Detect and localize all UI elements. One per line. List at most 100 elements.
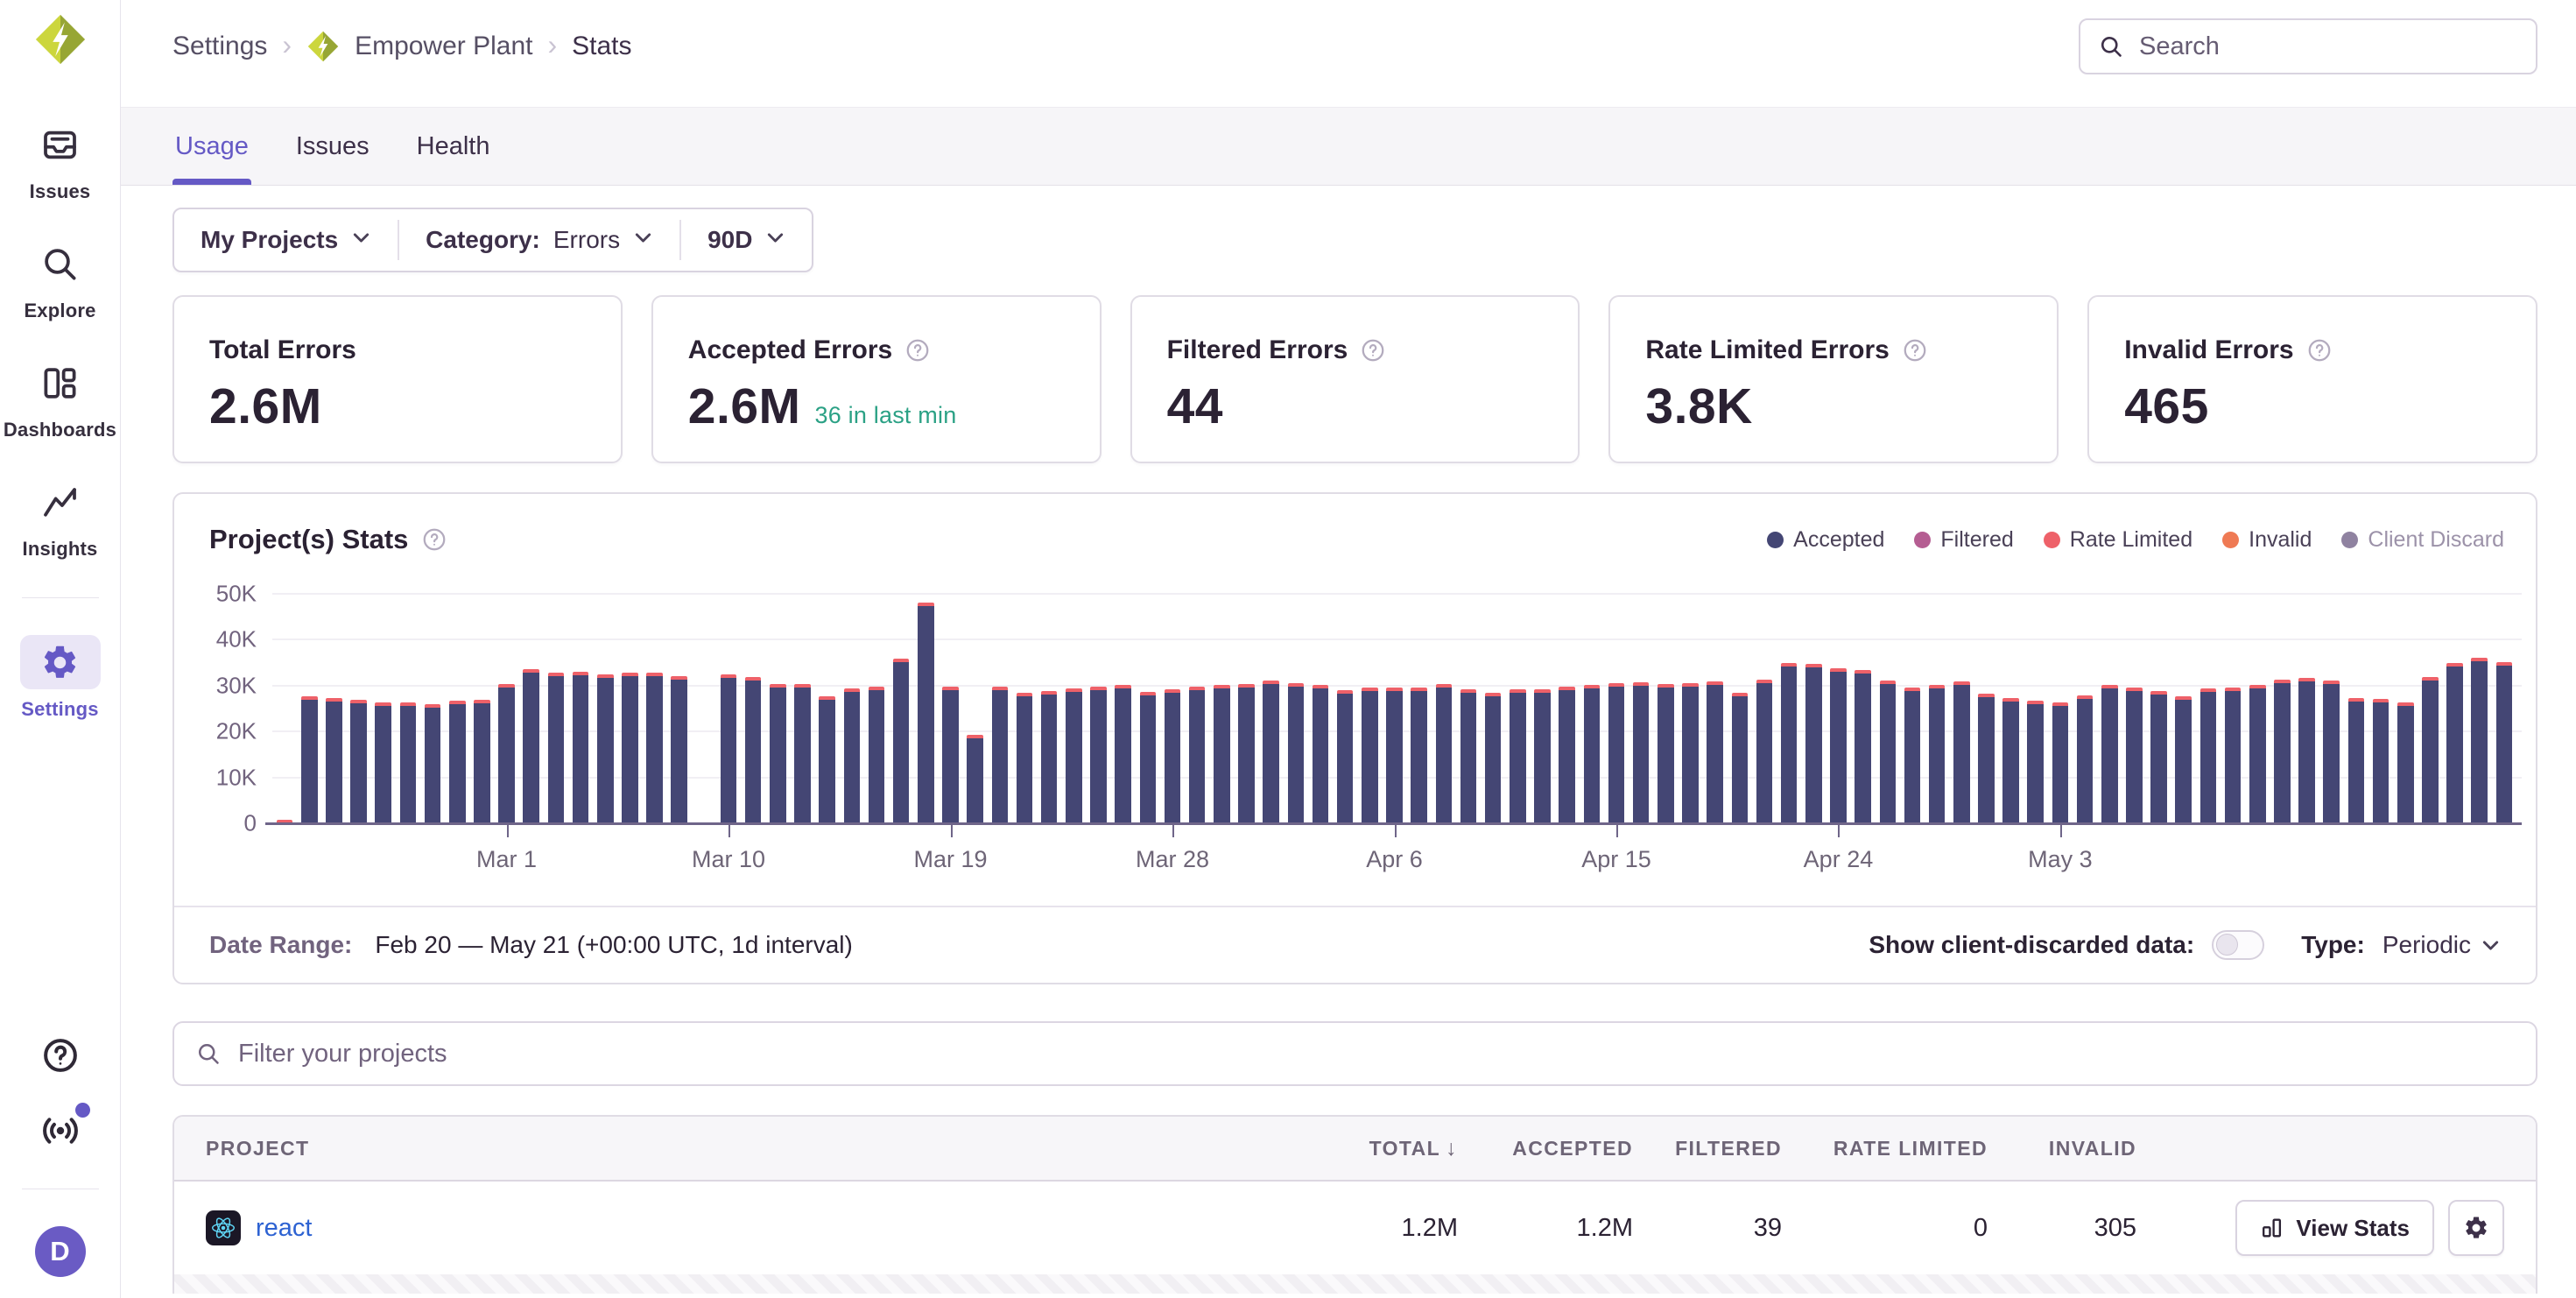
chart-bar [745, 677, 762, 823]
column-header-invalid[interactable]: Invalid [1988, 1137, 2136, 1160]
score-card-invalid-errors: Invalid Errors465 [2087, 295, 2537, 463]
project-filter[interactable] [172, 1021, 2537, 1086]
column-header-total[interactable]: Total↓ [1239, 1136, 1458, 1161]
question-circle-icon[interactable] [904, 337, 931, 363]
bar-segment-accepted [2298, 681, 2315, 823]
bar-segment-accepted [326, 702, 342, 823]
legend-item-filtered[interactable]: Filtered [1914, 527, 2013, 553]
bar-segment-accepted [375, 706, 391, 823]
score-cards: Total Errors2.6MAccepted Errors2.6M36 in… [172, 295, 2537, 463]
legend-dot-icon [1914, 532, 1931, 548]
bar-segment-accepted [2077, 699, 2094, 823]
column-header-project[interactable]: Project [206, 1137, 1239, 1160]
chart-bar [1041, 691, 1058, 823]
chart-bar [2298, 678, 2315, 823]
tab-issues[interactable]: Issues [293, 108, 372, 185]
project-filter-input[interactable] [236, 1039, 2515, 1069]
question-circle-icon[interactable] [421, 526, 447, 553]
card-value: 3.8K [1645, 377, 2022, 435]
legend-item-client-discard[interactable]: Client Discard [2341, 527, 2504, 553]
chart-bar [1436, 684, 1453, 823]
chart-bar [1313, 685, 1329, 823]
x-axis-label: Apr 15 [1581, 846, 1651, 873]
bar-segment-accepted [1510, 693, 1526, 823]
bar-segment-accepted [745, 681, 762, 823]
chart-bar [622, 673, 638, 823]
chart-bar [1362, 688, 1378, 823]
chart-bar [2373, 699, 2389, 823]
bar-segment-accepted [523, 673, 539, 823]
type-select[interactable]: Periodic [2382, 931, 2501, 959]
breadcrumb-settings[interactable]: Settings [172, 32, 267, 61]
filter-segment-text: 90D [707, 226, 752, 254]
bar-segment-accepted [2052, 706, 2069, 823]
chart-title: Project(s) Stats [209, 524, 447, 555]
bar-segment-accepted [1805, 667, 1822, 823]
chart-plot: 010K20K30K40K50KMar 1Mar 10Mar 19Mar 28A… [272, 594, 2516, 823]
sidebar-item-settings[interactable]: Settings [0, 635, 120, 721]
chart-bar [425, 704, 441, 823]
user-avatar[interactable]: D [35, 1226, 86, 1277]
chart-bar [301, 696, 318, 823]
bar-segment-accepted [2225, 691, 2242, 823]
breadcrumb-org[interactable]: Empower Plant [355, 32, 532, 61]
filter-segment-category[interactable]: Category:Errors [399, 209, 679, 271]
bar-segment-accepted [350, 703, 367, 823]
bar-segment-accepted [1732, 696, 1749, 823]
chart-bar [2496, 662, 2513, 823]
filter-segment-projects[interactable]: My Projects [174, 209, 398, 271]
global-search-input[interactable] [2137, 32, 2518, 62]
bar-segment-accepted [1436, 688, 1453, 823]
bar-segment-accepted [1313, 688, 1329, 823]
legend-item-rate-limited[interactable]: Rate Limited [2044, 527, 2192, 553]
sidebar-item-explore[interactable]: Explore [0, 236, 120, 322]
sidebar-item-issues[interactable]: Issues [0, 117, 120, 203]
bar-segment-accepted [1830, 672, 1847, 823]
question-circle-icon[interactable] [2306, 337, 2333, 363]
filter-segment-text: My Projects [201, 226, 338, 254]
chart-bar [1017, 693, 1033, 823]
question-circle-icon[interactable] [1902, 337, 1928, 363]
org-logo[interactable] [33, 12, 88, 67]
help-button[interactable] [39, 1034, 81, 1076]
column-header-filtered[interactable]: Filtered [1633, 1137, 1782, 1160]
question-circle-icon[interactable] [1360, 337, 1386, 363]
global-search[interactable] [2079, 18, 2537, 74]
column-header-rate-limited[interactable]: Rate Limited [1782, 1137, 1988, 1160]
bar-segment-accepted [1584, 688, 1601, 823]
bar-segment-accepted [1288, 687, 1305, 823]
bar-segment-accepted [1460, 693, 1477, 823]
bar-segment-accepted [2471, 661, 2488, 823]
tab-health[interactable]: Health [414, 108, 493, 185]
card-title-text: Invalid Errors [2124, 335, 2293, 365]
date-range: Date Range: Feb 20 — May 21 (+00:00 UTC,… [209, 931, 853, 959]
sidebar-item-insights[interactable]: Insights [0, 475, 120, 561]
card-title: Total Errors [209, 335, 586, 365]
bar-segment-accepted [2323, 684, 2340, 823]
sidebar-item-dashboards[interactable]: Dashboards [0, 356, 120, 441]
table-row-cutoff [174, 1274, 2536, 1294]
project-settings-button[interactable] [2448, 1200, 2504, 1256]
sidebar-item-label: Explore [24, 300, 95, 322]
chart-bar [597, 674, 614, 823]
card-value: 2.6M [209, 377, 586, 435]
card-value-text: 44 [1167, 377, 1223, 435]
tab-usage[interactable]: Usage [172, 108, 251, 185]
view-stats-button[interactable]: View Stats [2235, 1200, 2434, 1256]
filter-segment-period[interactable]: 90D [681, 209, 812, 271]
bar-segment-accepted [1880, 684, 1897, 823]
chevron-down-icon [351, 226, 371, 254]
client-discard-toggle[interactable] [2212, 930, 2264, 960]
card-title: Invalid Errors [2124, 335, 2501, 365]
broadcast-button[interactable] [39, 1110, 81, 1152]
project-link[interactable]: react [256, 1214, 312, 1243]
chart-bar [942, 687, 959, 823]
cell-invalid: 305 [1988, 1214, 2136, 1243]
legend-item-invalid[interactable]: Invalid [2222, 527, 2312, 553]
legend-item-accepted[interactable]: Accepted [1767, 527, 1884, 553]
column-header-accepted[interactable]: Accepted [1458, 1137, 1633, 1160]
bar-segment-accepted [1929, 688, 1946, 823]
filter-segment-text: Errors [553, 226, 620, 254]
chart-bar [2348, 698, 2365, 823]
bar-segment-accepted [1386, 691, 1403, 823]
